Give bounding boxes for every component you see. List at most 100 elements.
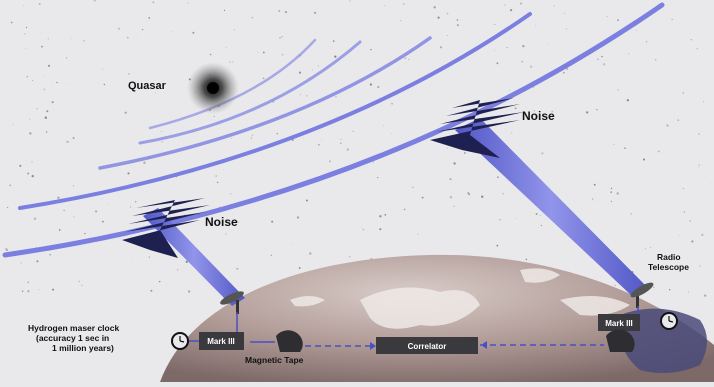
star	[251, 134, 254, 137]
star	[379, 215, 382, 218]
star	[21, 290, 24, 293]
star	[276, 133, 278, 135]
star	[80, 284, 83, 287]
star	[541, 152, 544, 155]
star	[70, 37, 72, 39]
star	[5, 247, 8, 251]
star	[591, 198, 594, 200]
star	[49, 253, 52, 256]
star	[66, 140, 69, 144]
star	[236, 220, 238, 222]
star	[187, 2, 189, 4]
star	[496, 244, 499, 247]
quasar-label: Quasar	[128, 80, 167, 92]
star	[499, 218, 501, 221]
star	[127, 72, 130, 75]
star	[25, 47, 27, 49]
star	[43, 74, 44, 76]
star	[449, 196, 453, 199]
correlator-box	[376, 337, 478, 354]
star	[36, 108, 38, 110]
star	[161, 141, 163, 143]
star	[516, 217, 517, 219]
star	[562, 71, 565, 74]
star	[134, 200, 137, 203]
star	[601, 55, 603, 58]
star	[687, 291, 689, 293]
star	[377, 85, 380, 89]
star	[78, 280, 81, 283]
star	[361, 226, 362, 228]
wave-arc-2	[138, 40, 362, 145]
star	[176, 268, 179, 271]
star	[564, 12, 566, 14]
star	[377, 176, 379, 179]
star	[697, 167, 699, 169]
star	[250, 137, 252, 139]
star	[669, 289, 671, 291]
star	[284, 10, 288, 14]
star	[143, 161, 146, 164]
star	[332, 40, 335, 42]
star	[109, 170, 111, 172]
magnetic-tape-reel-left	[276, 330, 303, 352]
left-clock-icon	[171, 332, 189, 350]
star	[38, 289, 40, 291]
star	[65, 57, 68, 59]
star	[502, 193, 504, 195]
star	[24, 33, 26, 35]
radio-label: Radio	[657, 252, 681, 262]
star	[402, 3, 405, 5]
star	[148, 17, 151, 19]
star	[20, 262, 22, 264]
star	[384, 5, 386, 6]
star	[437, 16, 440, 19]
star	[494, 50, 496, 51]
noise-right-zigzag	[430, 98, 524, 158]
star	[496, 62, 499, 65]
star	[187, 290, 191, 293]
star	[141, 57, 142, 59]
arrow-from-right	[481, 341, 487, 349]
star	[530, 65, 533, 68]
star	[107, 203, 109, 204]
star	[131, 257, 133, 258]
star	[698, 133, 700, 135]
star	[597, 58, 599, 60]
star	[262, 77, 265, 80]
star	[646, 41, 648, 43]
star	[349, 256, 351, 258]
star	[613, 143, 615, 145]
star	[36, 260, 39, 263]
mark3-left-label: Mark III	[207, 337, 235, 346]
magnetic-tape-reel-right	[606, 329, 635, 352]
star	[251, 17, 253, 19]
star	[504, 4, 506, 6]
star	[126, 36, 129, 39]
earth-dark-continent	[619, 308, 707, 374]
star	[666, 124, 669, 127]
star	[508, 89, 511, 91]
star	[653, 286, 655, 288]
star	[610, 200, 613, 202]
radio-wave-arcs	[2, 2, 665, 258]
star	[334, 55, 337, 58]
star	[159, 280, 161, 283]
star	[454, 37, 456, 39]
star	[298, 266, 301, 269]
star	[511, 132, 513, 134]
star	[231, 137, 232, 139]
star	[296, 216, 300, 219]
star	[481, 195, 484, 198]
star	[150, 289, 153, 292]
star	[346, 148, 349, 151]
clock-caption-line2: (accuracy 1 sec in	[36, 333, 109, 343]
star	[29, 118, 31, 120]
star	[691, 240, 694, 243]
star	[417, 233, 419, 235]
right-radio-telescope	[630, 282, 654, 308]
star	[689, 220, 691, 222]
wave-arc-1	[148, 38, 317, 130]
right-signal-beam	[455, 118, 648, 296]
star	[299, 93, 301, 96]
